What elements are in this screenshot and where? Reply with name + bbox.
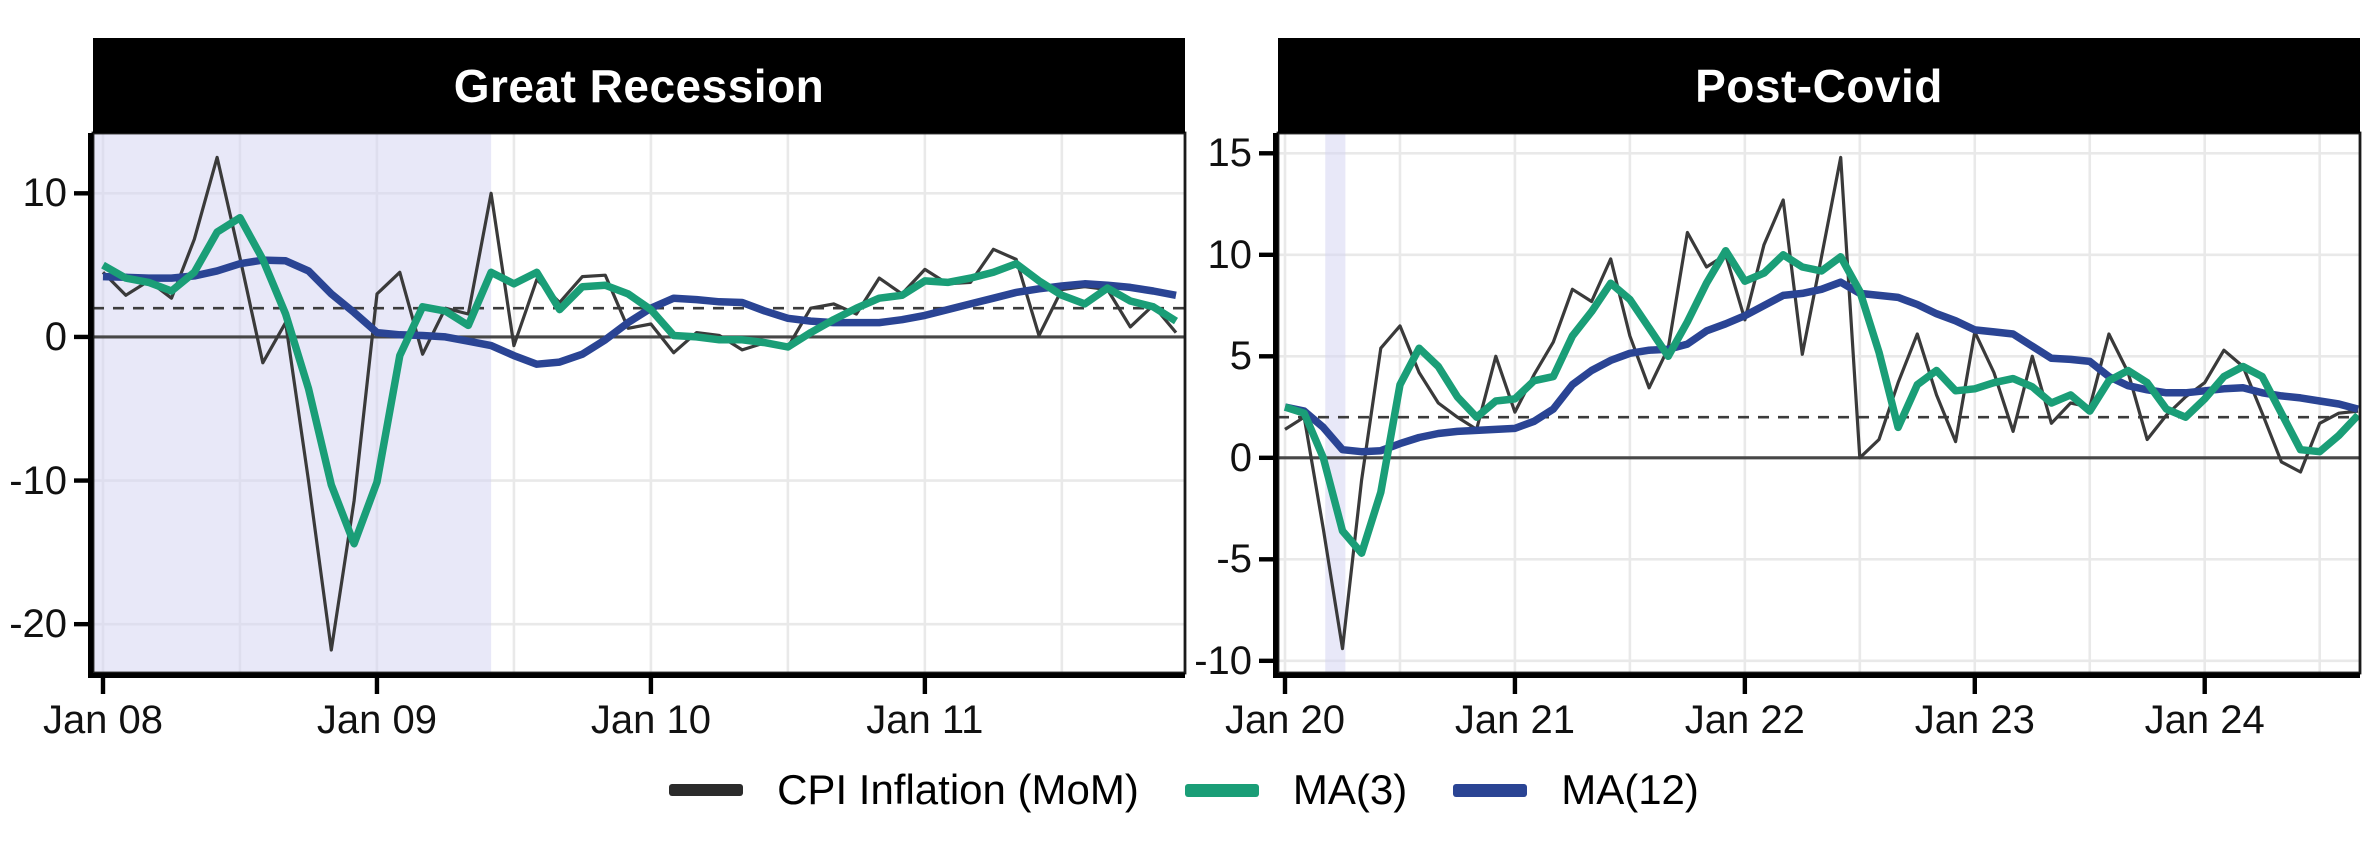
- y-tick-mark: [74, 334, 88, 340]
- legend-label: CPI Inflation (MoM): [777, 766, 1139, 813]
- series-line-ma3: [101, 213, 1178, 548]
- x-tick-label: Jan 10: [590, 698, 711, 742]
- ma12-line-swatch: [1453, 783, 1528, 797]
- series-line-cpi: [101, 155, 1178, 652]
- y-tick-label: 5: [1229, 334, 1252, 379]
- x-tick-label: Jan 24: [2144, 698, 2265, 742]
- panel-1: [1259, 131, 2362, 694]
- panel-strip-post-covid: Post-Covid: [1278, 38, 2360, 133]
- y-tick-label: 15: [1207, 131, 1253, 176]
- x-tick-mark: [648, 678, 654, 694]
- series-line-ma12: [1284, 278, 2359, 456]
- x-tick-mark: [1742, 678, 1748, 694]
- y-tick-mark: [1259, 658, 1273, 664]
- x-axis-line: [88, 673, 1185, 678]
- y-tick-label: -10: [9, 458, 67, 503]
- y-tick-label: -10: [1194, 638, 1252, 683]
- y-tick-label: -5: [1216, 537, 1252, 582]
- legend-label: MA(12): [1561, 766, 1699, 813]
- legend-item-ma12: MA(12): [1453, 766, 1699, 814]
- x-tick-label: Jan 09: [316, 698, 437, 742]
- panel-title: Post-Covid: [1695, 59, 1943, 112]
- panel-title: Great Recession: [453, 59, 825, 112]
- panel-strip-great-recession: Great Recession: [93, 38, 1185, 133]
- y-tick-label: 0: [44, 314, 67, 359]
- x-tick-label: Jan 23: [1914, 698, 2035, 742]
- y-tick-mark: [1259, 354, 1273, 359]
- y-tick-mark: [74, 478, 88, 483]
- legend: CPI Inflation (MoM) MA(3) MA(12): [0, 752, 2368, 828]
- series-line-ma12: [102, 256, 1177, 368]
- y-tick-mark: [1259, 151, 1273, 156]
- x-tick-mark: [2202, 678, 2207, 694]
- y-axis-line: [1273, 133, 1278, 678]
- x-tick-mark: [1512, 678, 1518, 694]
- panel-0: [74, 131, 1187, 694]
- y-tick-label: 10: [1207, 232, 1253, 277]
- recession-shading: [93, 133, 492, 673]
- ma3-line-swatch: [1184, 783, 1259, 797]
- y-axis-line: [88, 133, 93, 678]
- y-tick-label: -20: [9, 602, 67, 647]
- series-line-ma3: [1283, 246, 2361, 557]
- legend-label: MA(3): [1292, 766, 1408, 813]
- legend-item-cpi: CPI Inflation (MoM): [669, 766, 1139, 814]
- x-tick-mark: [1282, 678, 1288, 694]
- x-tick-mark: [1972, 678, 1977, 694]
- y-tick-mark: [1259, 252, 1273, 258]
- y-tick-mark: [74, 191, 88, 196]
- x-tick-label: Jan 08: [42, 698, 164, 742]
- x-tick-label: Jan 22: [1684, 698, 1805, 742]
- series-line-cpi: [1284, 155, 2359, 651]
- x-tick-mark: [100, 678, 106, 694]
- y-tick-label: 0: [1229, 435, 1252, 480]
- x-tick-label: Jan 21: [1454, 698, 1575, 742]
- y-tick-label: 10: [22, 171, 68, 216]
- y-tick-mark: [1259, 455, 1273, 461]
- x-tick-label: Jan 11: [866, 698, 984, 742]
- x-tick-mark: [922, 678, 928, 694]
- x-tick-label: Jan 20: [1224, 698, 1346, 742]
- y-tick-mark: [74, 621, 88, 627]
- y-tick-mark: [1259, 557, 1273, 562]
- x-axis-line: [1273, 673, 2360, 678]
- x-tick-mark: [374, 678, 380, 694]
- cpi-line-swatch: [669, 784, 744, 796]
- recession-shading: [1325, 133, 1346, 673]
- legend-item-ma3: MA(3): [1184, 766, 1408, 814]
